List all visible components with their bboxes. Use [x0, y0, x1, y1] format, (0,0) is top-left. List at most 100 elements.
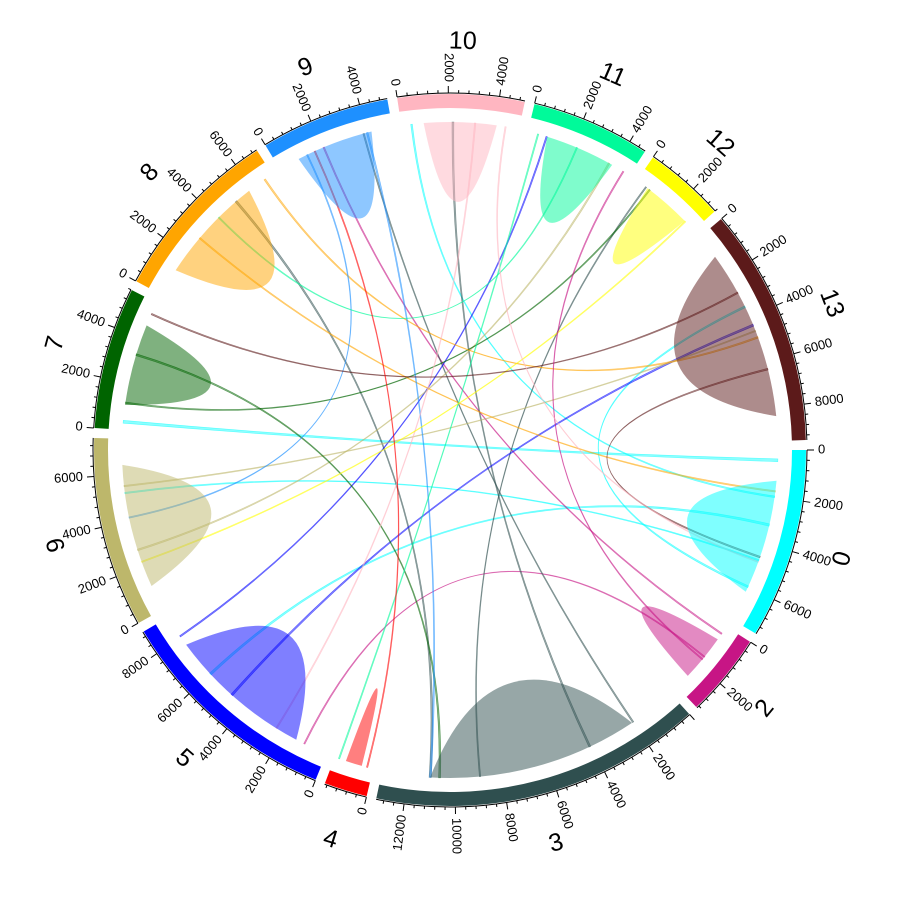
tick-label: 4000	[783, 281, 816, 306]
minor-tick	[166, 669, 170, 673]
self-chord-6	[122, 464, 212, 587]
major-tick	[653, 150, 658, 157]
minor-tick	[744, 650, 748, 653]
minor-tick	[109, 566, 113, 569]
major-tick	[183, 693, 190, 699]
sector-2	[686, 634, 750, 708]
minor-tick	[130, 613, 134, 617]
tick-label: 4000	[75, 306, 107, 330]
major-tick	[230, 158, 236, 165]
minor-tick	[602, 124, 605, 128]
minor-tick	[657, 740, 660, 744]
minor-tick	[785, 570, 789, 573]
major-tick	[793, 351, 801, 355]
minor-tick	[631, 756, 634, 761]
tick-label: 4000	[164, 164, 195, 195]
minor-tick	[232, 734, 236, 738]
minor-tick	[241, 740, 244, 744]
major-tick	[395, 89, 398, 98]
minor-tick	[638, 144, 641, 148]
sector-label-12: 12	[701, 123, 740, 162]
axis-line-2	[696, 642, 752, 709]
self-chord-4	[345, 688, 378, 766]
major-tick	[364, 796, 367, 804]
major-tick	[357, 97, 361, 105]
major-tick	[534, 96, 537, 104]
self-chord-13	[673, 256, 777, 417]
minor-tick	[193, 700, 197, 704]
minor-tick	[173, 218, 177, 222]
self-chord-8	[175, 190, 275, 290]
sector-label-6: 6	[39, 535, 69, 555]
minor-tick	[585, 779, 588, 784]
axis-line-10	[396, 92, 526, 102]
minor-tick	[281, 131, 284, 135]
minor-tick	[276, 762, 279, 766]
minor-tick	[622, 762, 625, 766]
minor-tick	[304, 776, 307, 780]
sector-label-8: 8	[134, 158, 164, 187]
sector-label-10: 10	[448, 26, 477, 55]
minor-tick	[798, 372, 802, 375]
minor-tick	[787, 332, 791, 335]
minor-tick	[769, 608, 773, 611]
minor-tick	[681, 721, 685, 724]
major-tick	[751, 255, 759, 261]
major-tick	[157, 232, 164, 238]
minor-tick	[727, 224, 731, 227]
minor-tick	[294, 772, 297, 776]
major-tick	[312, 780, 316, 788]
tick-label: 0	[250, 125, 267, 139]
tick-label: 0	[354, 806, 370, 817]
major-tick	[648, 745, 654, 753]
link-3-10	[451, 121, 592, 748]
tick-label: 4000	[343, 64, 365, 96]
major-tick	[506, 802, 509, 810]
minor-tick	[794, 541, 799, 543]
major-tick	[719, 683, 726, 689]
minor-tick	[613, 766, 616, 771]
minor-tick	[148, 252, 152, 255]
minor-tick	[669, 166, 673, 170]
minor-tick	[208, 714, 212, 718]
tick-label: 2000	[650, 751, 679, 783]
minor-tick	[123, 297, 127, 300]
tick-label: 4000	[195, 732, 225, 764]
self-chord-3	[430, 679, 633, 778]
self-chord-12	[612, 188, 685, 265]
major-tick	[803, 402, 812, 405]
major-tick	[131, 622, 139, 628]
minor-tick	[732, 667, 736, 670]
minor-tick	[106, 556, 110, 559]
axis-line-0	[755, 449, 808, 635]
sector-0	[743, 450, 806, 634]
minor-tick	[698, 705, 702, 709]
minor-tick	[536, 796, 539, 800]
minor-tick	[103, 546, 107, 549]
major-tick	[191, 193, 198, 199]
sector-9	[265, 99, 390, 158]
sector-label-9: 9	[294, 51, 317, 82]
major-tick	[86, 476, 95, 478]
minor-tick	[166, 227, 170, 230]
minor-tick	[762, 275, 766, 279]
major-tick	[222, 728, 228, 735]
minor-tick	[115, 316, 119, 319]
major-tick	[629, 135, 634, 142]
minor-tick	[368, 99, 371, 103]
axis-line-6	[92, 437, 139, 624]
sector-12	[644, 157, 715, 221]
minor-tick	[105, 345, 109, 348]
minor-tick	[554, 105, 556, 109]
minor-tick	[216, 721, 220, 725]
minor-tick	[201, 707, 204, 711]
sector-label-4: 4	[320, 823, 342, 854]
sector-label-7: 7	[39, 333, 70, 354]
link-2-5	[303, 570, 706, 745]
minor-tick	[100, 536, 104, 539]
tick-label: 2000	[757, 231, 789, 259]
minor-tick	[355, 794, 357, 798]
minor-tick	[99, 365, 103, 368]
minor-tick	[734, 232, 738, 235]
